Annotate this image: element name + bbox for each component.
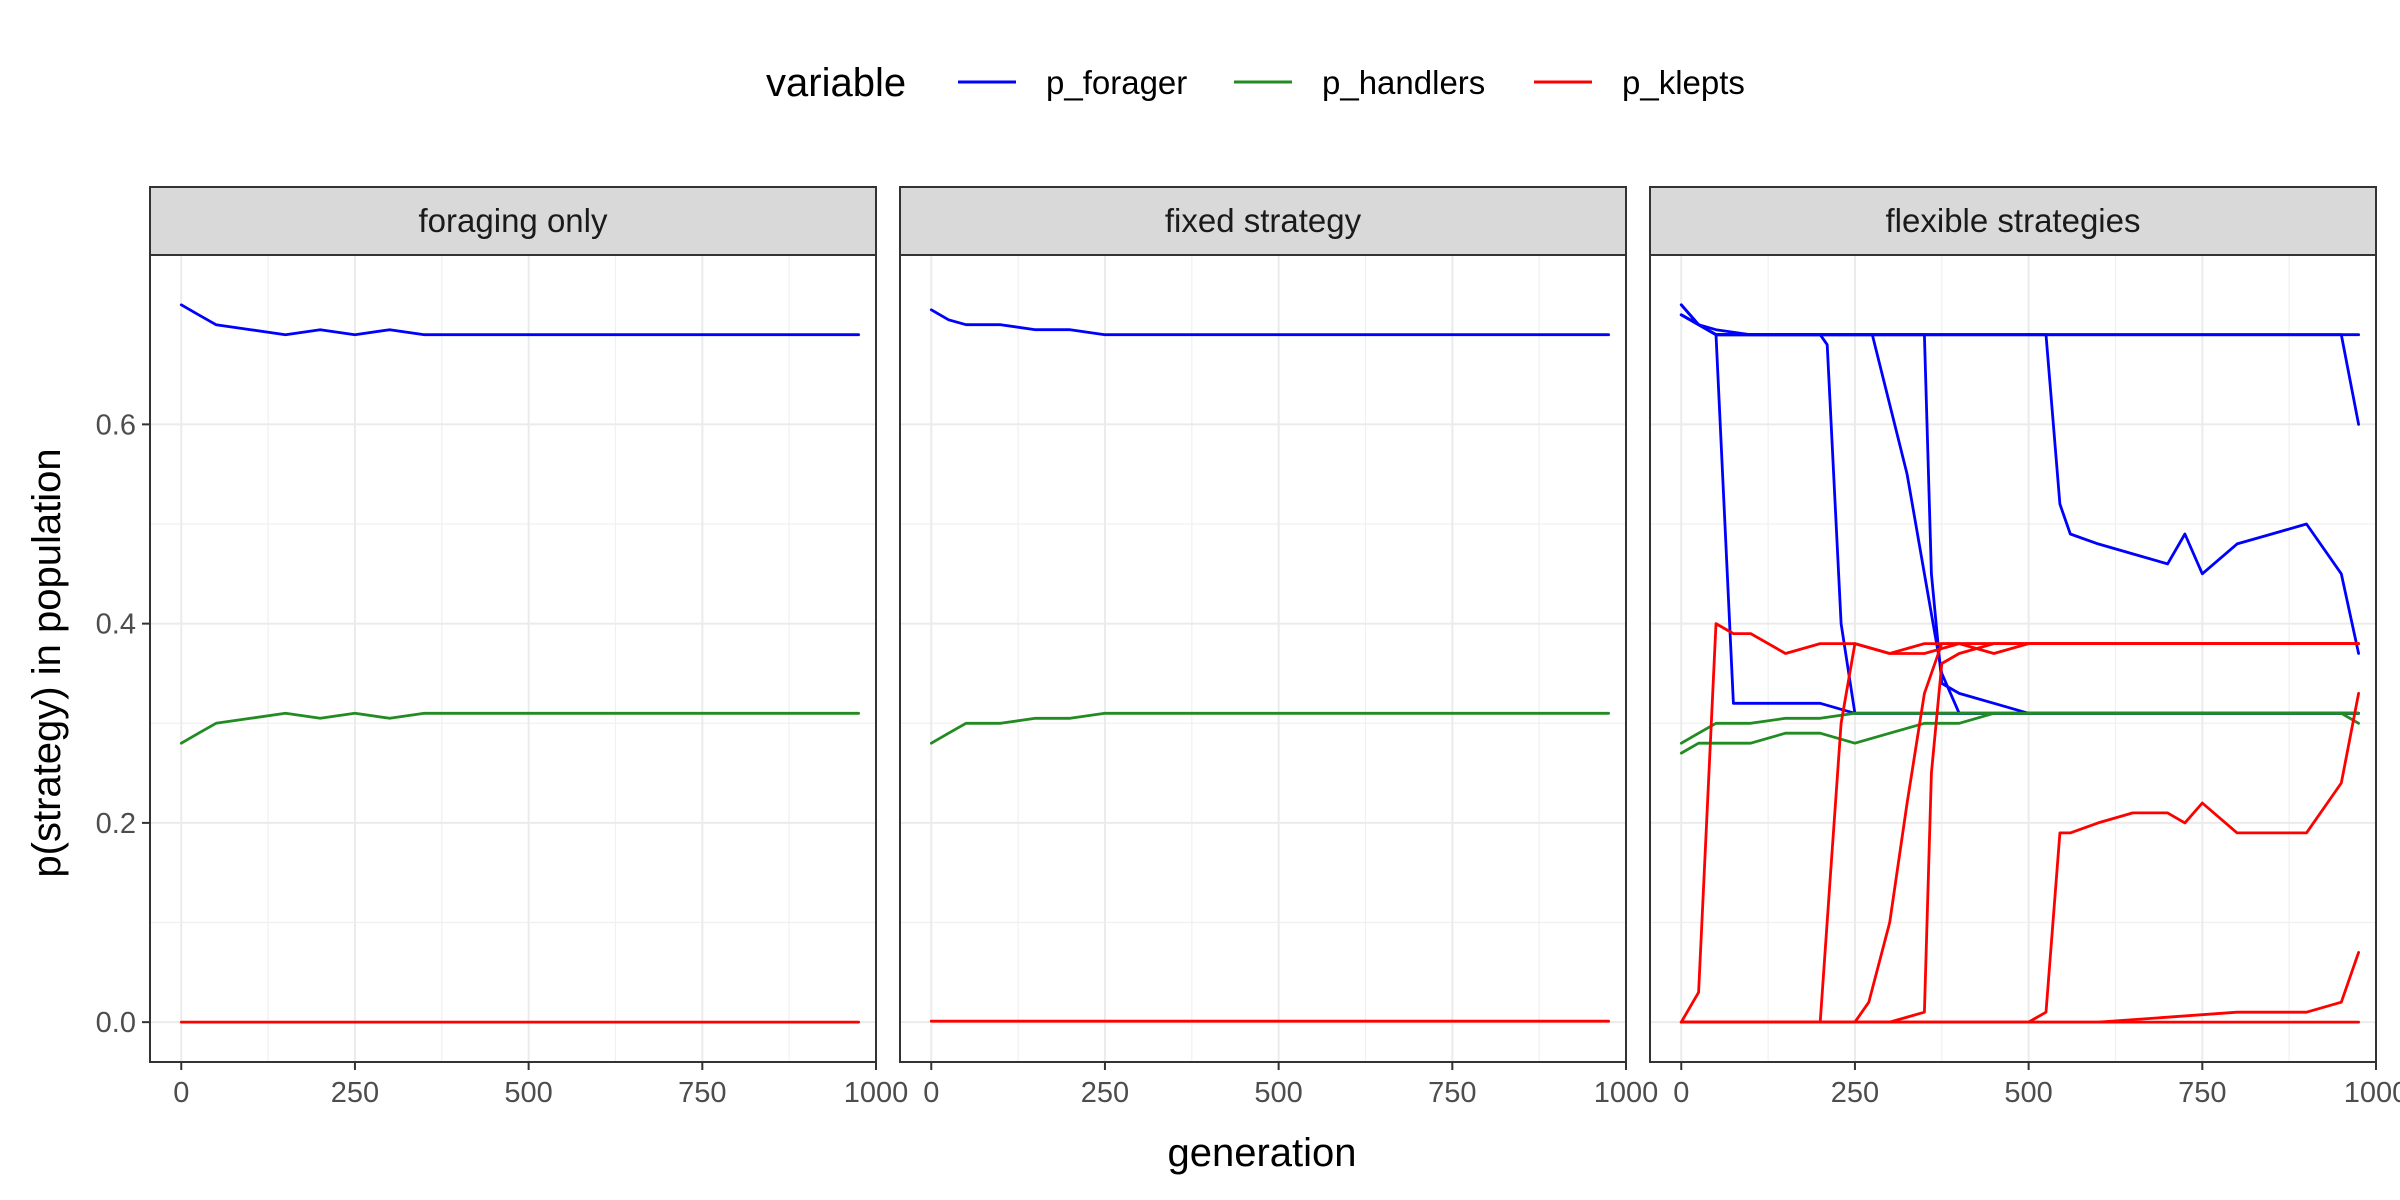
x-tick-label: 0 [173, 1077, 189, 1109]
legend-title: variable [766, 61, 906, 105]
x-tick-label: 1000 [1594, 1077, 1659, 1109]
facet-strip-label: foraging only [419, 202, 608, 239]
x-tick-label: 500 [504, 1077, 552, 1109]
y-axis-title: p(strategy) in population [25, 448, 69, 877]
panel-border [1649, 254, 2377, 1063]
facet-strip-label: fixed strategy [1165, 202, 1362, 239]
facet-panel: foraging only 0 250 500 750 1000 0.0 0.2 0.4 0.6 [96, 186, 909, 1109]
legend-label-p-handlers: p_handlers [1322, 64, 1485, 101]
x-tick-label: 250 [1081, 1077, 1129, 1109]
series-line-p-handlers [1679, 711, 2361, 755]
x-tick-label: 750 [1428, 1077, 1476, 1109]
x-tick-label: 0 [923, 1077, 939, 1109]
y-tick-label: 0.2 [96, 808, 136, 840]
x-axis-title: generation [1167, 1131, 1356, 1175]
series-line-p-handlers [179, 711, 860, 745]
x-tick-label: 250 [331, 1077, 379, 1109]
panel-border [899, 254, 1627, 1063]
panel-background [150, 255, 876, 1062]
facet-strip [1649, 186, 2377, 256]
x-tick-label: 500 [1254, 1077, 1302, 1109]
series-line-p-handlers [929, 711, 1610, 745]
x-tick-label: 750 [678, 1077, 726, 1109]
facet-panel: fixed strategy 0 250 500 750 1000 [899, 186, 1659, 1109]
x-tick-label: 250 [1831, 1077, 1879, 1109]
y-tick-label: 0.0 [96, 1007, 136, 1039]
y-tick-label: 0.6 [96, 409, 136, 441]
x-tick-label: 1000 [844, 1077, 909, 1109]
series-line-p-forager [1679, 313, 2361, 426]
y-tick-label: 0.4 [96, 609, 136, 641]
panel-background [900, 255, 1626, 1062]
x-tick-label: 500 [2004, 1077, 2052, 1109]
x-tick-label: 0 [1673, 1077, 1689, 1109]
facet-strip [149, 186, 877, 256]
series-line-p-forager [929, 308, 1610, 337]
legend-label-p-klepts: p_klepts [1622, 64, 1745, 101]
facet-strip-label: flexible strategies [1886, 202, 2141, 239]
facet-panel: flexible strategies 0 250 500 750 1000 [1649, 186, 2400, 1109]
series-line-p-forager [179, 303, 860, 337]
legend: variable p_forager p_handlers p_klepts [766, 61, 1745, 105]
x-tick-label: 750 [2178, 1077, 2226, 1109]
x-tick-label: 1000 [2344, 1077, 2400, 1109]
panel-border [149, 254, 877, 1063]
panel-background [1650, 255, 2376, 1062]
legend-label-p-forager: p_forager [1046, 64, 1187, 101]
